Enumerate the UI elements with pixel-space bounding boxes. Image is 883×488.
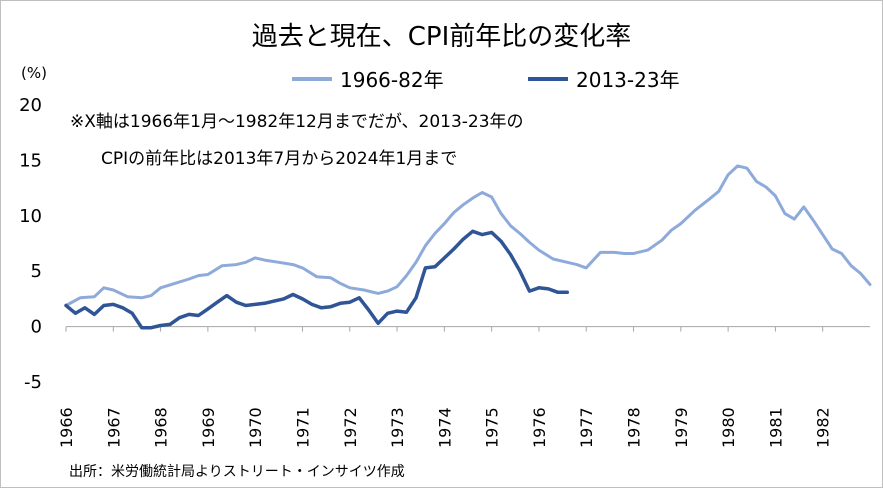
x-tick-label: 1967 [104,407,123,448]
annotation-line-2: CPIの前年比は2013年7月から2024年1月まで [101,149,458,169]
x-tick-label: 1970 [246,407,265,448]
y-tick-label: 10 [19,206,42,227]
series-line-1966-82 [64,164,872,307]
annotation-line-1: ※X軸は1966年1月〜1982年12月までだが、2013-23年の [70,112,524,132]
legend-item-1966-82: 1966-82年 [292,64,444,93]
x-tick-label: 1979 [672,407,691,448]
y-tick-label: 15 [19,150,42,171]
y-tick-label: 0 [31,317,42,338]
source-note: 出所：米労働統計局よりストリート・インサイツ作成 [69,464,405,480]
x-tick-label: 1981 [766,407,785,448]
chart-title: 過去と現在、CPI前年比の変化率 [251,22,632,52]
x-tick-label: 1966 [57,407,76,448]
y-tick-label: -5 [24,372,42,393]
x-tick-label: 1974 [435,407,454,448]
x-tick-label: 1976 [530,407,549,448]
x-tick-label: 1972 [341,407,360,448]
y-axis-unit: (%) [21,64,47,82]
x-tick-label: 1969 [199,407,218,448]
legend-item-2013-23: 2013-23年 [528,64,680,93]
x-tick-label: 1968 [152,407,171,448]
y-tick-label: 20 [19,95,42,116]
x-tick-label: 1982 [814,407,833,448]
y-tick-label: 5 [31,261,42,282]
x-tick-label: 1971 [293,407,312,448]
x-tick-label: 1978 [625,407,644,448]
legend-label-2013-23: 2013-23年 [576,68,680,92]
x-tick-label: 1980 [719,407,738,448]
legend-swatch-2013-23 [528,76,568,81]
x-tick-label: 1973 [388,407,407,448]
x-tick-label: 1977 [577,407,596,448]
x-tick-label: 1975 [483,407,502,448]
legend-swatch-1966-82 [292,76,332,81]
series-line-2013-23 [64,229,570,330]
legend-label-1966-82: 1966-82年 [340,68,444,92]
